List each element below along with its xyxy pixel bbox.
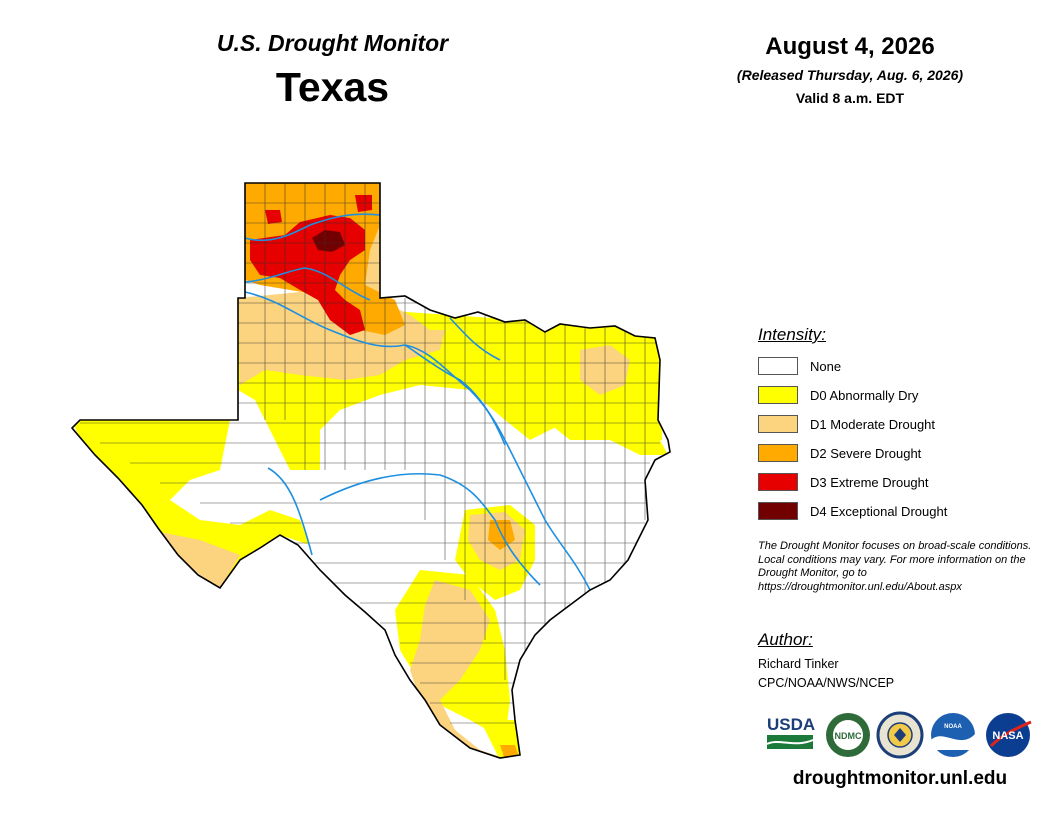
svg-text:USDA: USDA <box>767 715 815 734</box>
legend-swatch <box>758 357 798 375</box>
county-lines <box>80 183 665 724</box>
author-title: Author: <box>758 630 813 649</box>
legend-label: D2 Severe Drought <box>810 445 922 461</box>
d4-areas <box>312 230 345 252</box>
svg-text:NASA: NASA <box>992 730 1023 742</box>
noaa-logo: NOAA <box>931 713 975 757</box>
legend-item-d4: D4 Exceptional Drought <box>758 500 947 522</box>
release-date: (Released Thursday, Aug. 6, 2026) <box>736 67 964 83</box>
legend-label: D4 Exceptional Drought <box>810 503 948 519</box>
commerce-seal-logo <box>876 711 924 759</box>
svg-text:NOAA: NOAA <box>944 724 962 730</box>
valid-time: Valid 8 a.m. EDT <box>795 90 905 106</box>
legend-item-d2: D2 Severe Drought <box>758 442 921 464</box>
author-name: Richard Tinker <box>758 657 839 671</box>
legend-swatch <box>758 444 798 462</box>
nasa-logo: NASA <box>986 713 1032 757</box>
legend-swatch <box>758 386 798 404</box>
ndmc-logo: NDMC <box>826 713 870 757</box>
legend-swatch <box>758 415 798 433</box>
map-date: August 4, 2026 <box>765 33 935 60</box>
legend-label: D3 Extreme Drought <box>810 474 929 490</box>
monitor-note: The Drought Monitor focuses on broad-sca… <box>758 540 1032 593</box>
legend-item-d1: D1 Moderate Drought <box>758 413 935 435</box>
rivers <box>244 213 591 591</box>
usda-logo: USDA <box>766 715 815 749</box>
legend-item-none: None <box>758 355 841 377</box>
partner-logos: USDA NDMC NOAA NASA <box>766 711 1032 759</box>
legend-label: None <box>810 358 842 374</box>
texas-border <box>70 182 671 759</box>
legend-item-d3: D3 Extreme Drought <box>758 471 929 493</box>
legend-swatch <box>758 473 798 491</box>
legend-title: Intensity: <box>758 325 827 344</box>
legend-item-d0: D0 Abnormally Dry <box>758 384 918 406</box>
series-title: U.S. Drought Monitor <box>216 30 449 56</box>
svg-text:NDMC: NDMC <box>835 731 862 741</box>
legend-swatch <box>758 502 798 520</box>
website-url[interactable]: droughtmonitor.unl.edu <box>792 768 1008 789</box>
state-title: Texas <box>275 64 390 110</box>
legend-label: D0 Abnormally Dry <box>810 387 919 403</box>
texas-drought-map <box>70 182 671 759</box>
legend-label: D1 Moderate Drought <box>810 416 936 432</box>
author-org: CPC/NOAA/NWS/NCEP <box>758 676 895 690</box>
